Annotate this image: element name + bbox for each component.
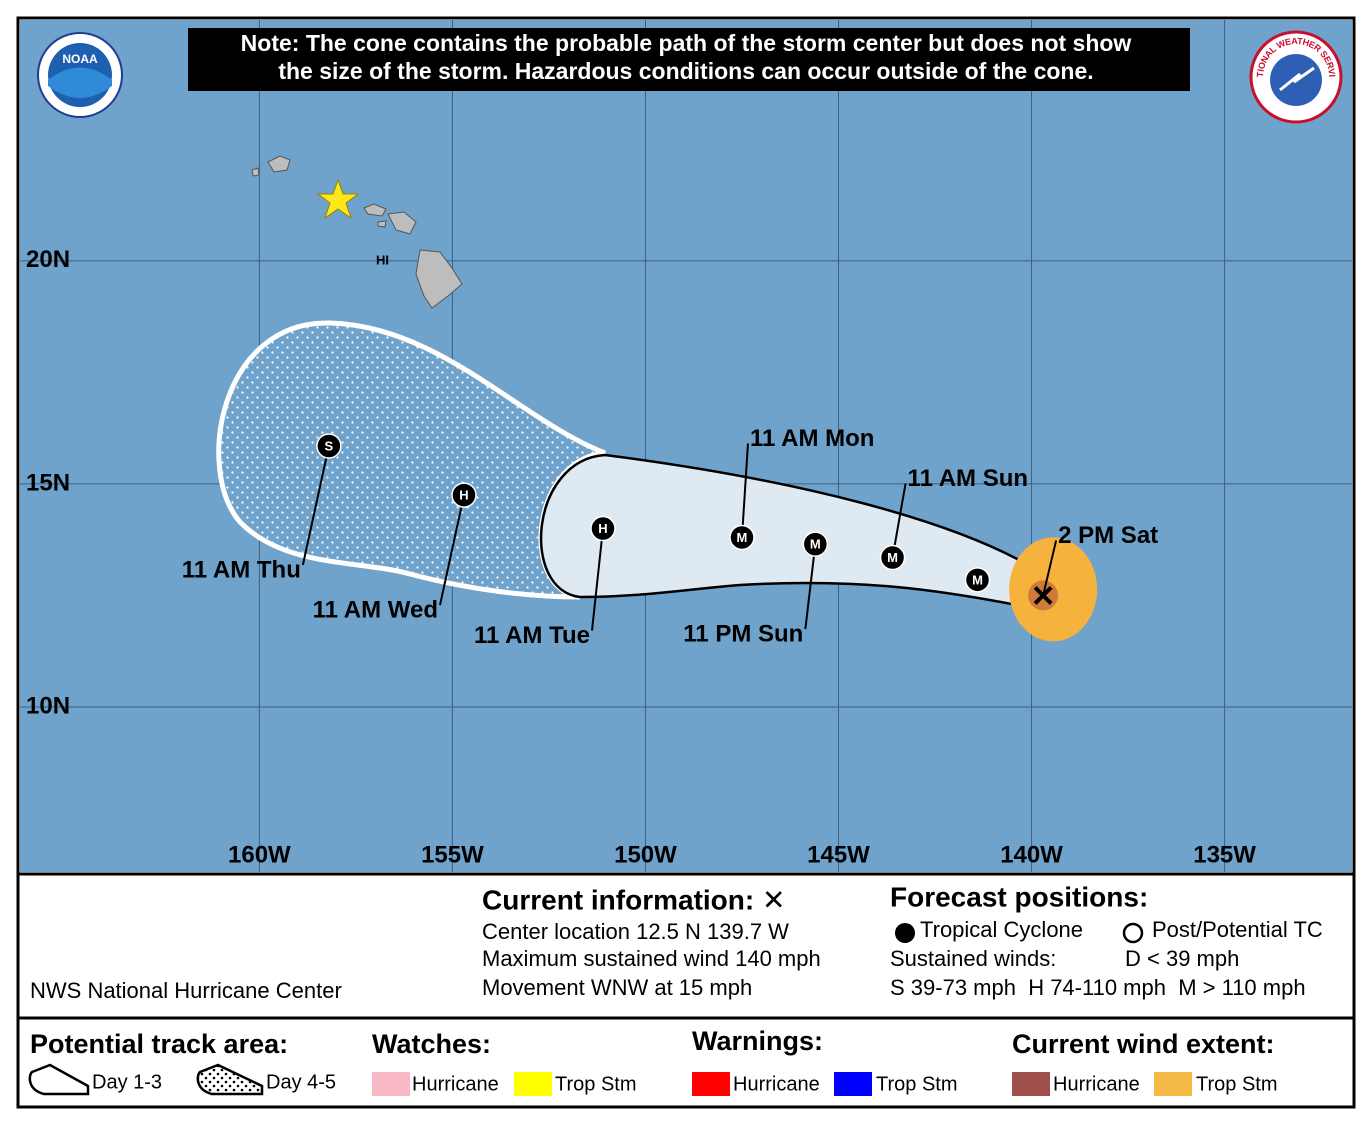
leader-line (1042, 540, 1058, 596)
current-label: 2 PM Sat (1058, 522, 1158, 549)
current-title: Current information: ✕ (482, 884, 785, 915)
intensity-letter: H (459, 488, 468, 503)
wind-extent-title: Current wind extent: (1012, 1029, 1275, 1059)
forecast-point (590, 515, 616, 542)
lon-label: 140W (1000, 841, 1063, 868)
swatch-label: Hurricane (412, 1073, 499, 1095)
lon-label: 150W (614, 841, 677, 868)
forecast-point (729, 524, 755, 551)
intensity-letter: S (325, 438, 334, 453)
current-line: Center location 12.5 N 139.7 W (482, 919, 789, 944)
swatch-label: Hurricane (733, 1073, 820, 1095)
ptc-label: Post/Potential TC (1152, 917, 1323, 942)
intensity-letter: H (598, 521, 607, 536)
swatch (1154, 1072, 1192, 1096)
time-label: 11 AM Tue (474, 622, 590, 649)
current-x (1033, 586, 1053, 605)
intensity-letter: M (972, 572, 983, 587)
leader-line (804, 544, 817, 630)
note-line: Note: The cone contains the probable pat… (241, 30, 1132, 56)
time-label: 11 PM Sun (683, 620, 803, 647)
time-label: 11 AM Mon (750, 425, 874, 452)
tc-label: Tropical Cyclone (920, 917, 1083, 942)
lon-label: 135W (1193, 841, 1256, 868)
forecast-point (802, 531, 829, 557)
forecast-point (879, 544, 906, 571)
current-position (1033, 586, 1053, 605)
leader-line (740, 443, 749, 538)
lon-label: 155W (421, 841, 484, 868)
day13-label: Day 1-3 (92, 1071, 162, 1093)
swatch-label: Hurricane (1053, 1073, 1140, 1095)
forecast-title: Forecast positions: (890, 881, 1148, 912)
leader-line (590, 528, 604, 631)
place-label: HI (376, 252, 389, 267)
forecast-point (451, 482, 477, 508)
sustained-winds: Sustained winds: (890, 946, 1056, 971)
swatch (514, 1072, 552, 1096)
wind-ranges: S 39-73 mph H 74-110 mph M > 110 mph (890, 975, 1306, 1000)
d-range: D < 39 mph (1125, 946, 1239, 971)
swatch (1012, 1072, 1050, 1096)
intensity-letter: M (737, 530, 748, 545)
lon-label: 145W (807, 841, 870, 868)
office-star (316, 178, 360, 220)
lat-label: 15N (26, 469, 70, 496)
cone-day-1-3 (539, 453, 1032, 608)
leader-line (301, 445, 330, 566)
time-label: 11 AM Wed (313, 596, 438, 623)
tc-symbol (895, 923, 915, 943)
swatch (692, 1072, 730, 1096)
watches-title: Watches: (372, 1029, 491, 1059)
forecast-point (316, 433, 342, 459)
swatch-label: Trop Stm (876, 1073, 958, 1095)
time-label: 11 AM Thu (182, 556, 301, 583)
noaa-logo: NOAA (37, 32, 123, 118)
swatch-label: Trop Stm (555, 1073, 637, 1095)
ptc-symbol (1122, 922, 1144, 944)
lat-label: 20N (26, 246, 70, 273)
leader-line (439, 494, 465, 606)
day13-icon (28, 1063, 90, 1096)
swatch (372, 1072, 410, 1096)
day45-label: Day 4-5 (266, 1071, 336, 1093)
note-line: the size of the storm. Hazardous conditi… (278, 58, 1093, 84)
swatch-label: Trop Stm (1196, 1073, 1278, 1095)
frame (16, 16, 1356, 1109)
agency: NWS National Hurricane Center (30, 978, 342, 1003)
warnings-title: Warnings: (692, 1026, 823, 1056)
time-label: 11 AM Sun (908, 465, 1028, 492)
current-line: Movement WNW at 15 mph (482, 975, 752, 1000)
intensity-letter: M (810, 537, 821, 552)
lon-label: 160W (228, 841, 291, 868)
intensity-letter: M (887, 550, 898, 565)
islands (251, 155, 463, 309)
note-box (188, 28, 1190, 91)
current-line: Maximum sustained wind 140 mph (482, 946, 821, 971)
forecast-point (964, 567, 991, 593)
day45-icon (196, 1063, 264, 1096)
track-title: Potential track area: (30, 1029, 288, 1059)
swatch (834, 1072, 872, 1096)
lat-label: 10N (26, 692, 70, 719)
noaa-text: NOAA (62, 52, 98, 66)
